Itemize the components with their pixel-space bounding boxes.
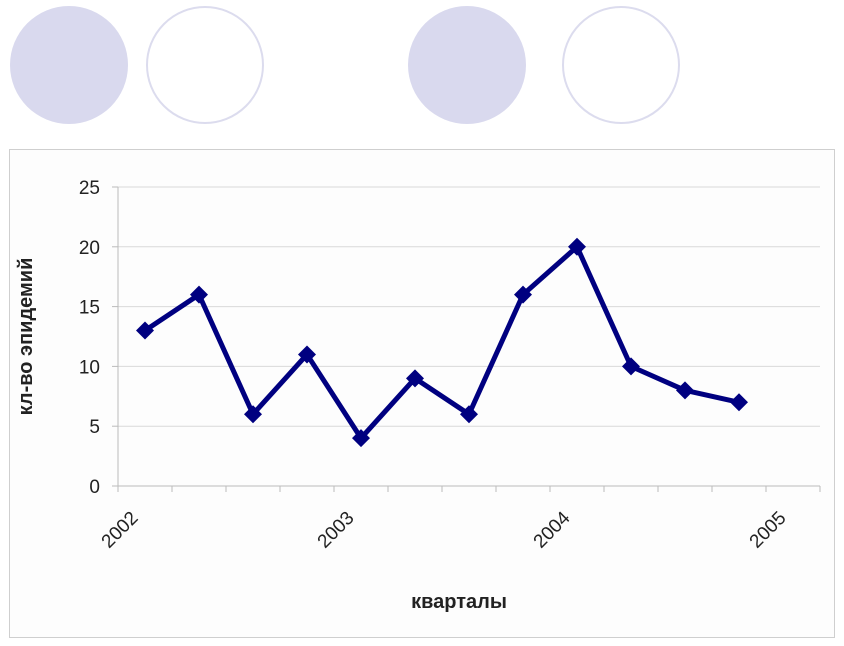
x-tick-label: 2003 [314, 508, 359, 553]
data-point-marker [568, 237, 586, 256]
data-point-marker [514, 285, 532, 304]
data-series [136, 237, 748, 448]
y-axis-title: кл-во эпидемий [15, 258, 37, 416]
decorative-outline-circle [146, 6, 264, 124]
y-tick-label: 10 [79, 357, 100, 378]
decorative-filled-circle [408, 6, 526, 124]
x-axis-title: кварталы [411, 591, 507, 613]
decorative-filled-circle [10, 6, 128, 124]
y-tick-label: 25 [79, 178, 100, 199]
y-tick-label: 5 [89, 417, 100, 438]
x-tick-label: 2004 [530, 507, 575, 552]
data-point-marker [622, 357, 640, 376]
data-point-marker [136, 321, 154, 340]
data-point-marker [676, 381, 694, 400]
y-tick-label: 15 [79, 298, 100, 319]
data-point-marker [730, 393, 748, 412]
data-point-marker [352, 429, 370, 448]
axes [112, 186, 821, 492]
data-point-marker [244, 405, 262, 424]
y-tick-labels: 0 5 10 15 20 25 [79, 178, 100, 498]
series-line [143, 244, 740, 441]
chart-area: 0 5 10 15 20 25 2002 2003 2004 2005 кварталы кл-… [9, 149, 835, 638]
line-chart: 0 5 10 15 20 25 2002 2003 2004 2005 кварталы кл-… [15, 178, 821, 613]
x-tick-labels: 2002 2003 2004 2005 [98, 507, 791, 552]
grid-lines [118, 186, 820, 427]
data-point-marker [460, 405, 478, 424]
y-tick-label: 20 [79, 238, 100, 259]
data-point-marker [190, 285, 208, 304]
x-tick-label: 2002 [98, 508, 143, 553]
decorative-outline-circle [562, 6, 680, 124]
data-point-marker [406, 369, 424, 388]
y-tick-label: 0 [89, 477, 100, 498]
data-point-marker [298, 345, 316, 364]
x-tick-label: 2005 [746, 508, 791, 553]
